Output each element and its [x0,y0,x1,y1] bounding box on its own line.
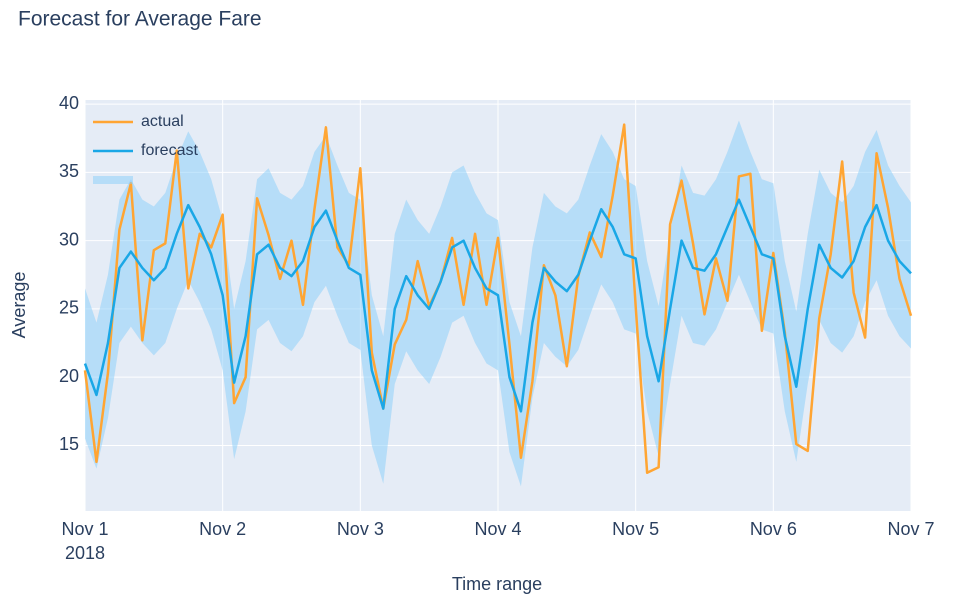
x-axis-title: Time range [452,574,542,594]
series-line [83,123,913,475]
y-tick-label: 30 [59,229,79,249]
legend-label: actual [141,113,184,130]
x-tick-year: 2018 [65,543,105,563]
x-tick-label: Nov 2 [199,519,246,539]
y-tick-label: 25 [59,298,79,318]
y-axis-title: Average [9,272,29,339]
x-tick-label: Nov 5 [612,519,659,539]
y-tick-label: 35 [59,161,79,181]
x-tick-label: Nov 3 [337,519,384,539]
legend-swatch [93,176,133,184]
series-line [83,198,912,413]
legend-label: forecast [141,142,198,159]
y-tick-label: 15 [59,434,79,454]
x-tick-label: Nov 6 [750,519,797,539]
x-tick-label: Nov 1 [61,519,108,539]
chart-title: Forecast for Average Fare [18,8,262,31]
x-tick-label: Nov 4 [474,519,521,539]
y-tick-label: 20 [59,366,79,386]
y-tick-label: 40 [59,93,79,113]
x-tick-label: Nov 7 [887,519,934,539]
